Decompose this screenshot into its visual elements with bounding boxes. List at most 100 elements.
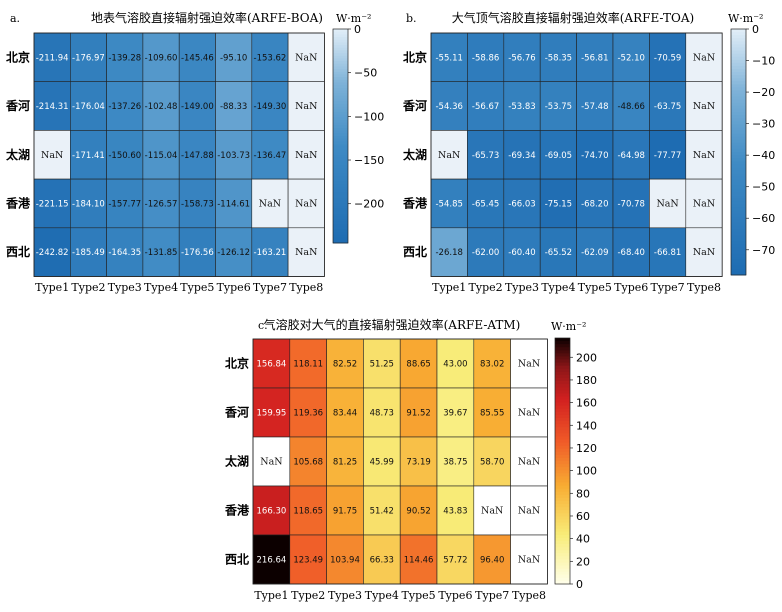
panel-a-colorbar-band (333, 146, 348, 150)
panel-c-cell-r1-c3 (363, 387, 401, 438)
panel-c-colorbar-band (555, 550, 570, 554)
panel-b-colorbar-band (731, 59, 746, 64)
panel-b-cell-r1-c4 (576, 81, 614, 131)
panel-a-cell-r0-c0 (33, 32, 71, 83)
panel-b-colorbar-band (731, 179, 746, 184)
panel-b-colorbar-band (731, 222, 746, 227)
panel-a-colorbar-band (333, 208, 348, 212)
panel-b-cell-r1-c3 (539, 81, 577, 131)
panel-b-colorbar-band (731, 155, 746, 159)
panel-b-colorbar-band (731, 127, 746, 131)
panel-a-colorbar-band (333, 194, 348, 198)
panel-a-cell-label-r0-c0: -211.94 (36, 53, 69, 63)
panel-b-colorbar-band (731, 268, 746, 273)
panel-a-cell-label-r3-c5: -114.61 (217, 199, 250, 209)
panel-b-cell-label-r0-c1: -58.86 (472, 53, 499, 63)
panel-a-colorbar-tick-label: −50 (354, 67, 377, 80)
panel-b-cell-r2-c0 (430, 130, 468, 180)
panel-b-column-label: Type2 (469, 281, 503, 294)
panel-a-cell-r0-c3 (142, 32, 180, 83)
panel-a-colorbar-band (333, 127, 348, 132)
panel-a-colorbar-band (333, 61, 348, 65)
panel-b-colorbar-band (731, 213, 746, 217)
panel-a-cell-r3-c0 (33, 178, 71, 229)
panel-c-colorbar-band (555, 571, 570, 576)
panel-c-colorbar-band (555, 341, 570, 345)
panel-c-cell-label-r4-c6: 96.40 (480, 556, 504, 566)
panel-b-cell-label-r2-c1: -65.73 (472, 151, 499, 161)
panel-a-colorbar-band (333, 122, 348, 126)
panel-a-cell-label-r0-c7: NaN (295, 52, 317, 63)
panel-c-cell-r3-c4 (399, 485, 438, 536)
panel-b-colorbar-band (731, 139, 746, 144)
panel-a-colorbar-band (333, 240, 348, 244)
panel-a-colorbar-band (333, 111, 348, 115)
panel-b-row-label: 北京 (403, 49, 427, 64)
panel-b-colorbar-band (731, 182, 746, 187)
panel-b-colorbar-band (731, 44, 746, 48)
panel-b-cell-label-r1-c6: -63.75 (654, 102, 681, 112)
panel-c-column-label: Type1 (254, 589, 288, 602)
panel-a-cell-label-r1-c0: -214.31 (36, 102, 69, 112)
panel-c-colorbar-band (555, 577, 570, 582)
panel-b-cell-r4-c0 (430, 227, 468, 277)
panel-b-cell-label-r2-c6: -77.77 (654, 151, 681, 161)
panel-c-colorbar-tick-label: 80 (576, 487, 590, 500)
panel-a-colorbar-band (333, 53, 348, 57)
panel-c-cell-label-r1-c2: 83.44 (333, 409, 357, 419)
panel-a-cell-r2-c5 (215, 130, 253, 180)
panel-a-cell-r4-c7 (287, 227, 325, 277)
panel-c-colorbar-band (555, 344, 570, 348)
panel-c-colorbar-band (555, 399, 570, 403)
panel-c-colorbar-band (555, 479, 570, 483)
panel-c-colorbar-band (555, 408, 570, 413)
panel-c-column-labels: Type1 Type2 Type3 Type4 Type5 Type6 Type7 Type8 (254, 589, 546, 602)
panel-a-colorbar-band (333, 50, 348, 54)
panel-b-column-label: Type3 (505, 281, 539, 294)
panel-c-colorbar-tick-label: 20 (576, 555, 590, 568)
panel-b-colorbar-band (731, 35, 746, 39)
panel-a-colorbar-band (333, 226, 348, 231)
panel-c-colorbar-band (555, 562, 570, 566)
panel-c-cell-label-r1-c4: 91.52 (406, 409, 430, 419)
panel-a-row-label: 太湖 (6, 147, 30, 162)
panel-a-cell-label-r1-c4: -149.00 (181, 102, 214, 112)
panel-b-cell-r3-c1 (467, 178, 505, 229)
panel-a-cell-label-r1-c5: -88.33 (220, 102, 247, 112)
panel-b-cell-label-r0-c5: -52.10 (617, 53, 644, 63)
panel-b-colorbar-band (731, 185, 746, 190)
panel-a-colorbar-band (333, 119, 348, 124)
panel-a-cell-label-r2-c6: -136.47 (254, 151, 287, 161)
panel-a-column-label: Type1 (35, 281, 69, 294)
panel-a-colorbar-band (333, 181, 348, 185)
panel-a-colorbar-band (333, 202, 348, 206)
panel-c-column-label: Type2 (291, 589, 325, 602)
panel-b-colorbar-band (731, 250, 746, 254)
panel-c-colorbar-band (555, 556, 570, 560)
panel-b-cell-r4-c5 (612, 227, 650, 277)
panel-c-row-label: 西北 (225, 552, 249, 567)
panel-a-cell-label-r3-c0: -221.15 (36, 199, 69, 209)
panel-c-colorbar-band (555, 427, 570, 431)
panel-a-cell-label-r3-c3: -126.57 (145, 199, 178, 209)
panel-c-cell-r4-c1 (289, 534, 327, 585)
panel-b-colorbar-band (731, 148, 746, 153)
panel-a-cell-label-r0-c1: -176.97 (72, 53, 105, 63)
panel-c-colorbar-tick-label: 40 (576, 533, 590, 546)
panel-a-colorbar-band (333, 234, 348, 239)
panel-c-colorbar-band (555, 476, 570, 480)
panel-a-colorbar-band (333, 74, 348, 78)
panel-b-row-label: 香河 (402, 98, 427, 113)
panel-a-letter: a. (10, 12, 20, 25)
panel-a-colorbar-band (333, 138, 348, 142)
panel-b-cell-r0-c3 (539, 32, 577, 83)
panel-c-colorbar-band (555, 411, 570, 416)
panel-a-colorbar-band (333, 85, 348, 89)
panel-c-colorbar-band (555, 531, 570, 536)
panel-b-colorbar-band (731, 256, 746, 261)
panel-c-colorbar-band (555, 436, 570, 440)
panel-a-cell-label-r4-c3: -131.85 (145, 248, 178, 258)
panel-c-colorbar-band (555, 510, 570, 514)
